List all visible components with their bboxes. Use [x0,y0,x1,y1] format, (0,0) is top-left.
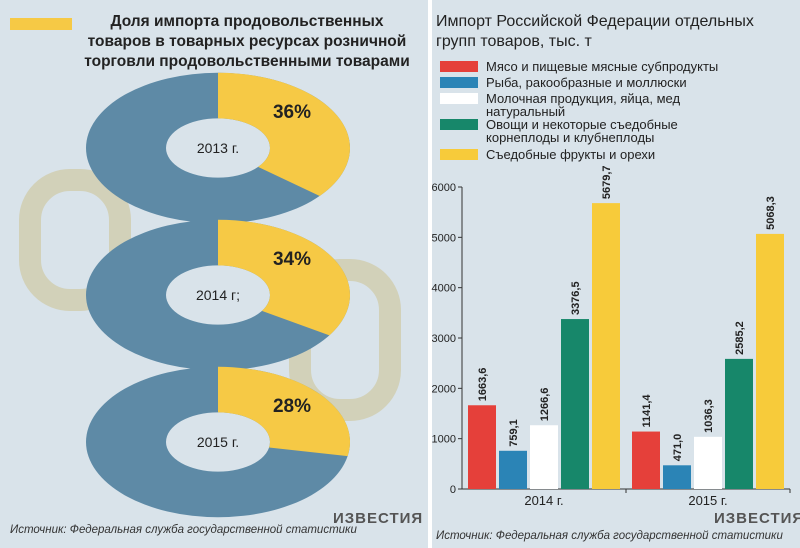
x-tick-label: 2014 г. [524,493,563,508]
bar [694,436,722,489]
donut-value-label: 34% [273,249,311,270]
legend-swatch [440,61,478,72]
donut-value-label: 36% [273,102,311,123]
bar [756,233,784,489]
bar [663,465,691,489]
legend-swatch [440,149,478,160]
logo: ИЗВЕСТИЯ [333,510,424,527]
value-label: 1141,4 [641,394,653,428]
legend-label: Мясо и пищевые мясные субпродукты [486,59,719,74]
donut-slice [218,72,350,196]
value-label: 1266,6 [539,388,551,422]
legend-label: Рыба, ракообразные и моллюски [486,75,687,90]
y-tick-label: 6000 [432,182,456,194]
x-tick-label: 2015 г. [688,493,727,508]
donut-value-label: 28% [273,396,311,417]
value-label: 3376,5 [570,281,582,315]
value-label: 1663,6 [477,368,489,402]
legend-swatch [440,119,478,130]
legend-swatch [440,93,478,104]
legend-swatch [440,77,478,88]
title-icon [10,18,72,30]
value-label: 5679,7 [601,165,613,199]
y-tick-label: 5000 [432,232,456,244]
donut [86,72,350,224]
bar [592,203,620,489]
donut-slice [218,219,350,336]
separator [428,0,432,548]
donut-label: 2015 г. [197,434,239,450]
source: Источник: Федеральная служба государстве… [436,530,783,542]
bar [468,405,496,489]
donut [86,219,350,371]
y-tick-label: 3000 [432,333,456,345]
legend-label: Молочная продукция, яйца, мед натуральны… [486,91,681,119]
decor [19,169,131,311]
value-label: 759,1 [508,419,520,447]
bar [499,450,527,489]
y-tick-label: 2000 [432,383,456,395]
donut-title: Доля импорта продовольственных товаров в… [84,13,410,70]
bar [725,358,753,489]
bar [632,431,660,489]
y-tick-label: 4000 [432,283,456,295]
value-label: 1036,3 [703,399,715,433]
legend-label: Овощи и некоторые съедобные корнеплоды и… [486,117,678,145]
value-label: 471,0 [672,434,684,462]
value-label: 5068,3 [765,196,777,230]
donut-label: 2014 г; [196,287,240,303]
source: Источник: Федеральная служба государстве… [10,524,357,536]
value-label: 2585,2 [734,321,746,355]
donut-label: 2013 г. [197,140,239,156]
y-tick-label: 0 [450,484,456,496]
logo: ИЗВЕСТИЯ [714,510,800,527]
legend-label: Съедобные фрукты и орехи [486,147,656,162]
bar [530,425,558,489]
donut [86,366,350,518]
bar-title: Импорт Российской Федерации отдельных гр… [436,13,754,50]
bar [561,319,589,489]
y-tick-label: 1000 [432,434,456,446]
donut-slice [218,366,350,457]
